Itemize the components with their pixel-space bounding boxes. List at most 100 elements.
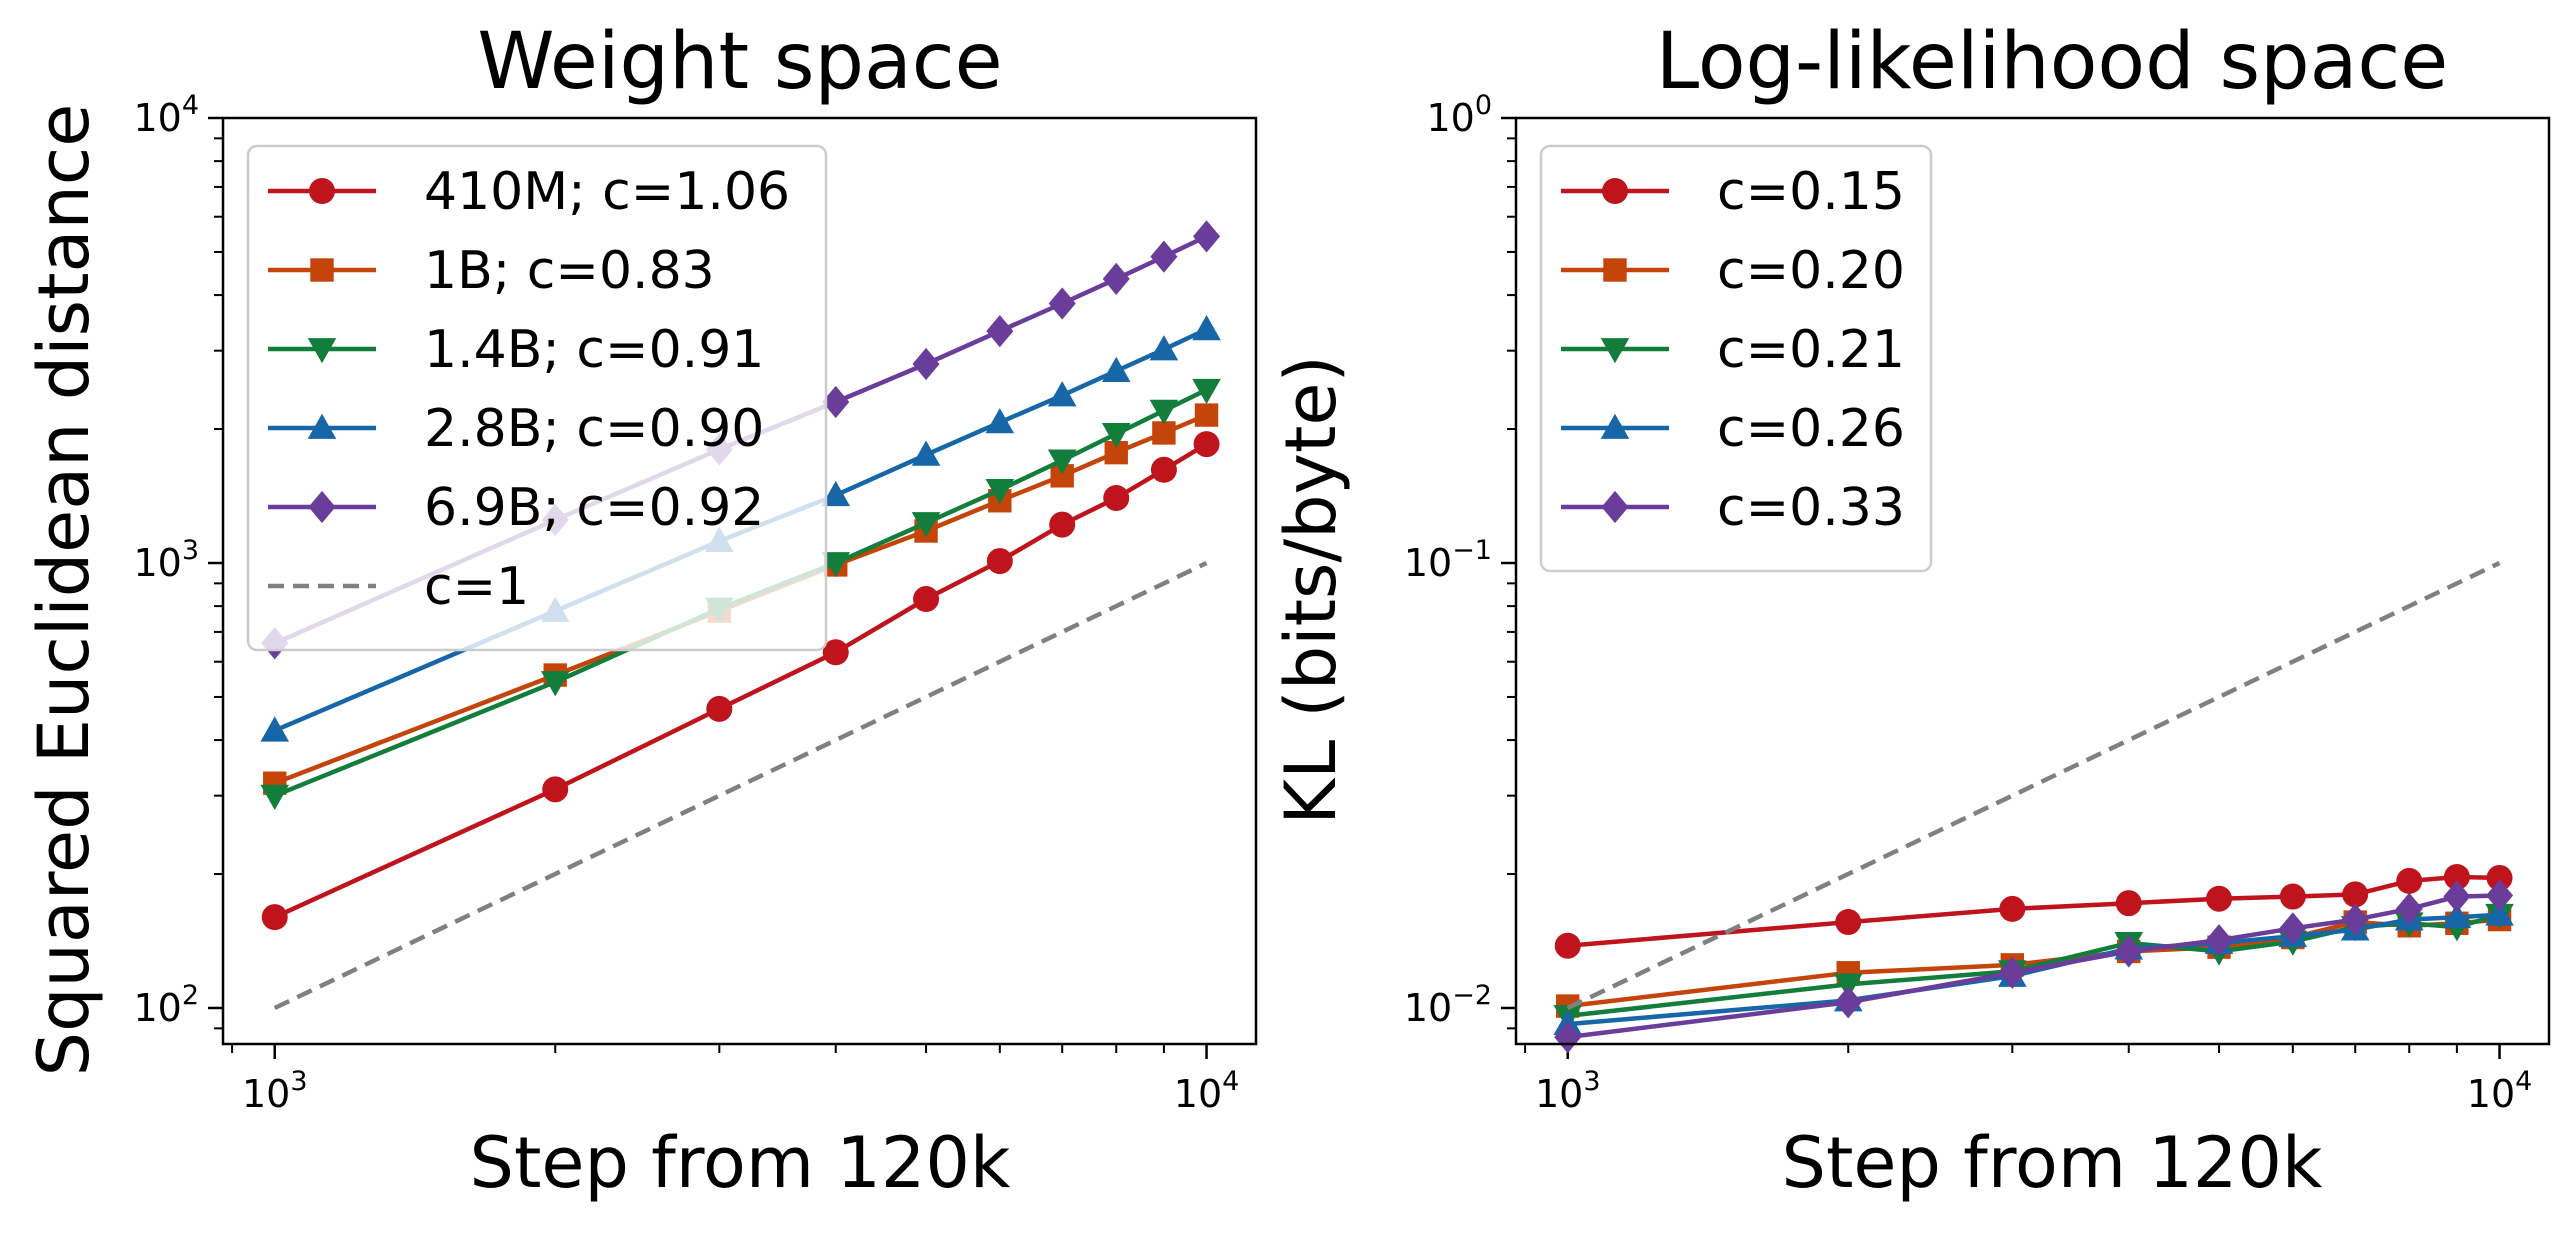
legend-item: 1B; c=0.83 <box>268 241 715 301</box>
data-point <box>985 478 1015 505</box>
data-point <box>1048 287 1076 320</box>
legend-marker <box>1602 178 1628 204</box>
data-point <box>1150 240 1178 273</box>
data-point <box>1834 986 1862 1019</box>
y-tick-label: 104 <box>133 90 199 140</box>
legend-item: c=0.33 <box>1561 478 1905 538</box>
data-point <box>911 440 941 466</box>
data-point <box>2443 863 2470 890</box>
data-point <box>2279 883 2306 910</box>
data-point <box>986 548 1013 575</box>
legend-item: 2.8B; c=0.90 <box>268 399 764 459</box>
data-point <box>1835 909 1862 936</box>
legend-marker <box>1600 413 1630 439</box>
data-point <box>1192 315 1221 341</box>
data-point <box>1104 440 1128 465</box>
data-point <box>1194 403 1219 427</box>
data-point <box>1047 449 1077 475</box>
data-point <box>1101 356 1131 382</box>
reference-line <box>273 560 1208 1011</box>
series-line-0 <box>273 442 1208 920</box>
legend-label: c=0.33 <box>1717 478 1905 538</box>
legend-marker <box>307 338 337 364</box>
legend-marker <box>1600 338 1630 364</box>
data-point <box>2486 879 2514 912</box>
data-point <box>821 552 851 578</box>
data-point <box>1998 956 2026 989</box>
plot-area <box>1553 560 2514 1054</box>
data-point <box>1192 378 1221 405</box>
weight-space-panel: Weight space Step from 120k Squared Eucl… <box>23 17 1258 1204</box>
data-point <box>2396 867 2423 894</box>
legend-marker <box>1603 258 1627 282</box>
chart-title: Log-likelihood space <box>1656 17 2449 107</box>
data-point <box>822 385 850 419</box>
x-tick-label: 103 <box>242 1066 308 1116</box>
data-point <box>2442 902 2472 929</box>
y-axis-label: KL (bits/byte) <box>1270 355 1352 825</box>
legend-marker <box>1601 490 1629 524</box>
x-tick-label: 104 <box>2467 1066 2533 1116</box>
y-tick-label: 10−1 <box>1404 535 1492 585</box>
y-tick-label: 103 <box>133 535 199 585</box>
x-axis-label: Step from 120k <box>1782 1122 2323 1204</box>
data-point <box>1149 399 1179 425</box>
axis-ticks: 103 104 10−2 10−1 100 <box>1404 90 2532 1116</box>
y-tick-label: 100 <box>1426 90 1492 140</box>
legend-marker <box>309 178 335 204</box>
data-point <box>2485 900 2514 926</box>
legend-label: c=0.15 <box>1717 162 1905 222</box>
data-point <box>2341 903 2369 936</box>
data-point <box>2443 880 2471 913</box>
data-point <box>2206 885 2233 912</box>
data-point <box>1103 484 1130 511</box>
data-point <box>1554 932 1581 959</box>
legend-label: c=1 <box>424 557 529 617</box>
data-point <box>1050 464 1074 488</box>
legend-label: c=0.26 <box>1717 399 1905 459</box>
legend: c=0.15 c=0.20 c=0.21 c=0.26 c=0.33 <box>1539 144 1933 573</box>
data-point <box>1193 431 1220 458</box>
data-point <box>1149 335 1179 361</box>
reference-line <box>1566 560 2501 1011</box>
legend-item: 6.9B; c=0.92 <box>268 478 764 538</box>
data-point <box>1049 511 1076 538</box>
series-line-2 <box>1567 912 2501 1019</box>
legend-item: c=0.20 <box>1561 241 1905 301</box>
legend-label: 1.4B; c=0.91 <box>424 320 764 380</box>
data-point <box>260 716 290 742</box>
data-point <box>913 586 940 613</box>
legend-item: 1.4B; c=0.91 <box>268 320 764 380</box>
legend-label: c=0.20 <box>1717 241 1905 301</box>
legend-marker <box>307 413 337 439</box>
x-axis-label: Step from 120k <box>470 1122 1011 1204</box>
legend-label: 410M; c=1.06 <box>424 162 790 222</box>
data-point <box>1047 381 1077 407</box>
data-point <box>986 314 1014 348</box>
log-likelihood-space-panel: Log-likelihood space Step from 120k KL (… <box>1270 17 2551 1204</box>
legend-label: 6.9B; c=0.92 <box>424 478 764 538</box>
data-point <box>540 671 570 697</box>
data-point <box>1999 895 2026 922</box>
axes-frame <box>221 116 1258 1046</box>
data-point <box>1150 456 1177 483</box>
legend-item: c=0.26 <box>1561 399 1905 459</box>
legend-marker <box>310 258 334 282</box>
y-tick-label: 102 <box>133 980 199 1030</box>
data-point <box>821 480 851 507</box>
data-point <box>706 695 733 722</box>
y-axis-label: Squared Euclidean distance <box>23 104 105 1077</box>
legend-label: 1B; c=0.83 <box>424 241 715 301</box>
x-tick-label: 104 <box>1174 1066 1240 1116</box>
legend-item: c=0.21 <box>1561 320 1905 380</box>
legend-box <box>1539 144 1933 573</box>
axes-frame <box>1514 116 2551 1046</box>
y-tick-label: 10−2 <box>1404 980 1492 1030</box>
axis-ticks: 103 104 102 103 104 <box>133 90 1239 1116</box>
series-line-4 <box>1567 893 2500 1040</box>
legend: 410M; c=1.06 1B; c=0.83 1.4B; c=0.91 2.8B; … <box>246 144 828 652</box>
data-point <box>1101 423 1131 449</box>
data-point <box>2486 864 2513 891</box>
data-point <box>1152 421 1176 445</box>
